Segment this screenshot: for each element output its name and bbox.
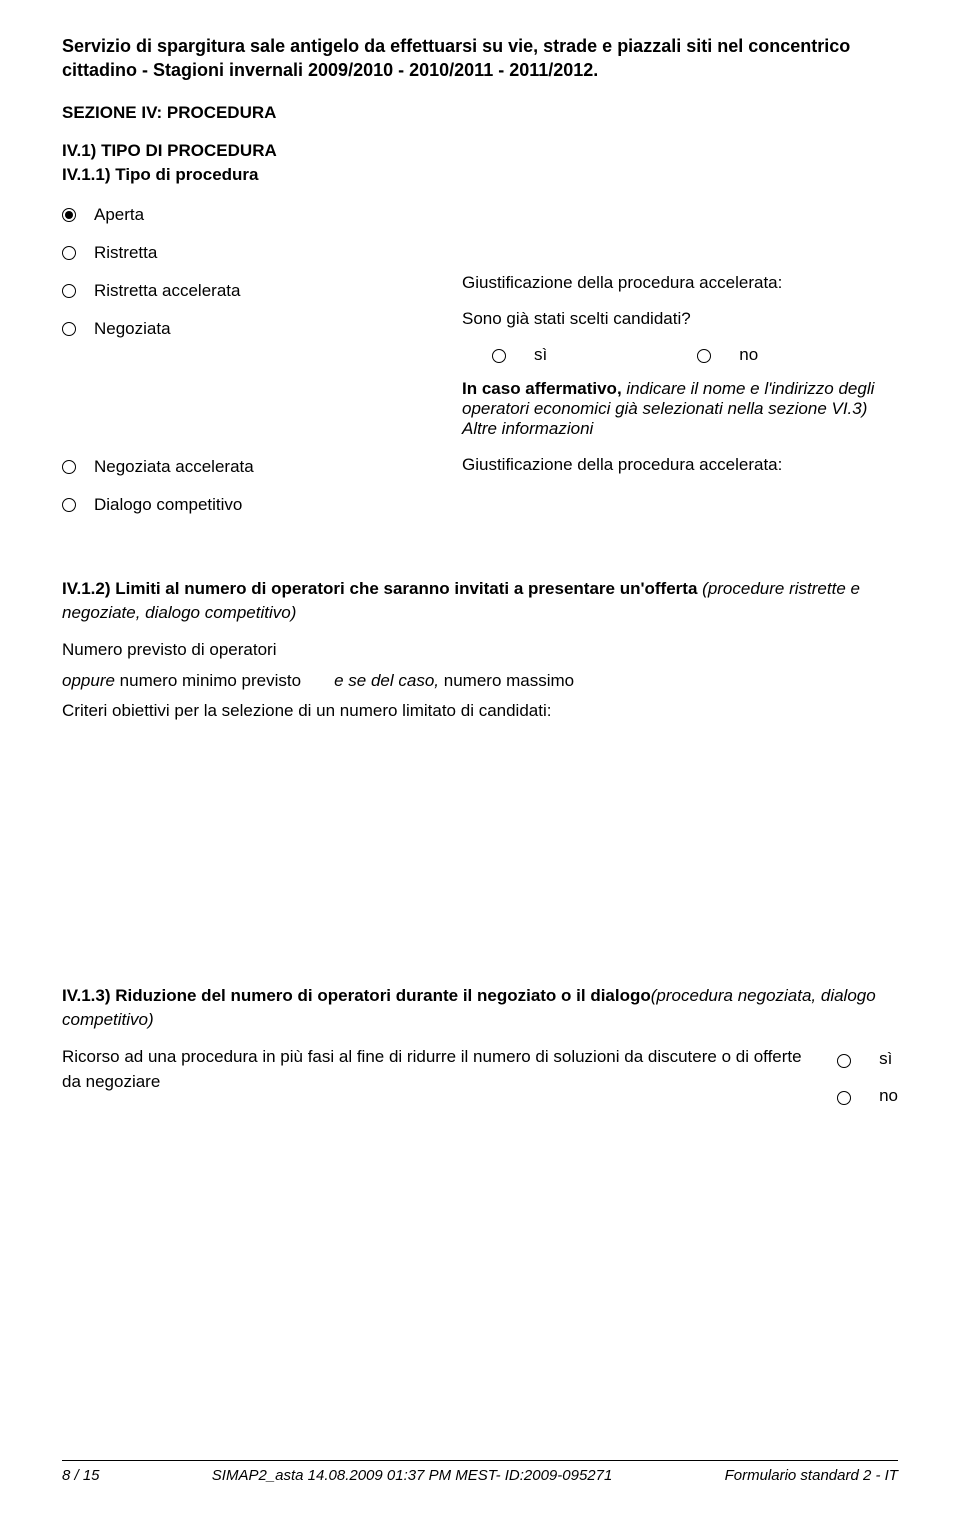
iv12-block: IV.1.2) Limiti al numero di operatori ch…	[62, 577, 898, 724]
radio-icon	[697, 349, 711, 363]
e-se-label: e se del caso,	[334, 671, 439, 690]
incaso-bold: In caso affermativo,	[462, 379, 622, 398]
footer-left: 8 / 15	[62, 1467, 100, 1484]
radio-icon	[837, 1091, 851, 1105]
si-label: sì	[534, 345, 547, 365]
option-ristretta-accelerata[interactable]: Ristretta accelerata	[62, 281, 422, 301]
iv1-heading: IV.1) TIPO DI PROCEDURA	[62, 141, 898, 161]
si-label: sì	[879, 1047, 892, 1072]
ricorso-text: Ricorso ad una procedura in più fasi al …	[62, 1045, 821, 1094]
iv13-block: IV.1.3) Riduzione del numero di operator…	[62, 984, 898, 1109]
numero-min-max-line: oppure numero minimo previsto e se del c…	[62, 669, 898, 694]
giustificazione-1: Giustificazione della procedura accelera…	[462, 273, 898, 293]
option-aperta[interactable]: Aperta	[62, 205, 422, 225]
document-title: Servizio di spargitura sale antigelo da …	[62, 34, 898, 83]
ricorso-yesno: sì no	[837, 1045, 898, 1108]
no-label: no	[739, 345, 758, 365]
procedure-right-column: Giustificazione della procedura accelera…	[462, 273, 898, 533]
candidati-question: Sono già stati scelti candidati?	[462, 309, 898, 329]
iv13-ricorso-row: Ricorso ad una procedura in più fasi al …	[62, 1045, 898, 1108]
page: Servizio di spargitura sale antigelo da …	[0, 0, 960, 1518]
iv13-heading-bold: IV.1.3) Riduzione del numero di operator…	[62, 986, 651, 1005]
radio-icon	[62, 322, 76, 336]
oppure-label: oppure	[62, 671, 115, 690]
candidati-yesno: sì no	[462, 345, 898, 365]
radio-icon	[62, 284, 76, 298]
option-negoziata[interactable]: Negoziata	[62, 319, 422, 339]
option-ristretta-label: Ristretta	[94, 243, 157, 263]
option-negoziata-label: Negoziata	[94, 319, 171, 339]
spacer	[62, 357, 422, 457]
option-negoziata-accelerata-label: Negoziata accelerata	[94, 457, 254, 477]
criteri-obiettivi: Criteri obiettivi per la selezione di un…	[62, 699, 898, 724]
page-footer: 8 / 15 SIMAP2_asta 14.08.2009 01:37 PM M…	[62, 1460, 898, 1484]
candidati-no[interactable]: no	[697, 345, 758, 365]
max-label: numero massimo	[439, 671, 574, 690]
option-negoziata-accelerata[interactable]: Negoziata accelerata	[62, 457, 422, 477]
radio-icon	[62, 246, 76, 260]
procedure-type-block: Aperta Ristretta Ristretta accelerata Ne…	[62, 205, 898, 533]
option-dialogo[interactable]: Dialogo competitivo	[62, 495, 422, 515]
option-ristretta-accelerata-label: Ristretta accelerata	[94, 281, 240, 301]
numero-previsto: Numero previsto di operatori	[62, 638, 898, 663]
no-label: no	[879, 1084, 898, 1109]
radio-icon	[62, 498, 76, 512]
radio-icon	[62, 460, 76, 474]
iv11-heading: IV.1.1) Tipo di procedura	[62, 165, 898, 185]
iv13-heading: IV.1.3) Riduzione del numero di operator…	[62, 984, 898, 1033]
option-ristretta[interactable]: Ristretta	[62, 243, 422, 263]
option-dialogo-label: Dialogo competitivo	[94, 495, 242, 515]
incaso-affermativo: In caso affermativo, indicare il nome e …	[462, 379, 898, 439]
ricorso-no[interactable]: no	[837, 1084, 898, 1109]
procedure-options-column: Aperta Ristretta Ristretta accelerata Ne…	[62, 205, 422, 533]
radio-icon	[837, 1054, 851, 1068]
option-aperta-label: Aperta	[94, 205, 144, 225]
iv12-heading: IV.1.2) Limiti al numero di operatori ch…	[62, 577, 898, 626]
section-iv-heading: SEZIONE IV: PROCEDURA	[62, 103, 898, 123]
iv12-heading-bold: IV.1.2) Limiti al numero di operatori ch…	[62, 579, 697, 598]
radio-selected-icon	[62, 208, 76, 222]
footer-center: SIMAP2_asta 14.08.2009 01:37 PM MEST- ID…	[212, 1467, 613, 1484]
ricorso-si[interactable]: sì	[837, 1047, 898, 1072]
giustificazione-2: Giustificazione della procedura accelera…	[462, 455, 898, 475]
candidati-si[interactable]: sì	[492, 345, 547, 365]
radio-icon	[492, 349, 506, 363]
footer-right: Formulario standard 2 - IT	[725, 1467, 898, 1484]
min-label: numero minimo previsto	[115, 671, 301, 690]
